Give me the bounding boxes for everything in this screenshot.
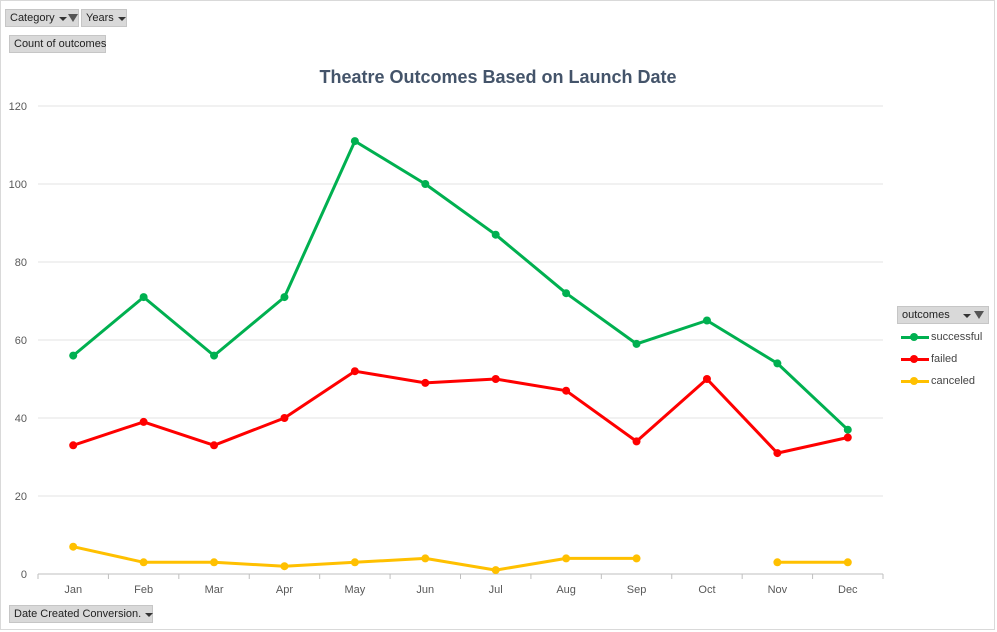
data-point-successful[interactable] [632,339,641,348]
legend-items: successful failed canceled [897,324,989,392]
legend-swatch [901,332,929,342]
data-point-canceled[interactable] [632,554,641,563]
data-point-failed[interactable] [491,375,500,383]
data-point-canceled[interactable] [491,566,500,575]
filter-icon [67,14,78,22]
data-point-failed[interactable] [773,449,782,458]
data-point-successful[interactable] [139,293,148,302]
data-point-successful[interactable] [843,425,852,434]
data-point-successful[interactable] [491,230,500,239]
series-line-failed [72,369,849,455]
filter-icon [974,311,984,319]
legend: outcomes successful failed canceled [897,306,989,392]
data-point-successful[interactable] [773,359,782,368]
axis-field-label: Date Created Conversion. [14,608,142,620]
data-point-successful[interactable] [562,289,571,298]
y-tick-label: 20 [15,491,27,503]
data-point-canceled[interactable] [350,558,359,567]
chevron-down-icon [145,613,154,617]
legend-item-failed[interactable]: failed [897,348,989,370]
data-point-successful[interactable] [280,293,289,302]
legend-label: failed [931,353,958,365]
data-point-canceled[interactable] [139,558,148,567]
x-tick-label: Jan [64,584,82,596]
data-point-successful[interactable] [69,351,78,360]
x-tick-label: Feb [134,584,153,596]
data-point-canceled[interactable] [843,558,852,567]
data-point-canceled[interactable] [421,554,430,563]
data-point-successful[interactable] [421,180,430,188]
chart-title: Theatre Outcomes Based on Launch Date [319,67,676,87]
data-point-failed[interactable] [843,433,852,442]
x-tick-label: Dec [838,584,858,596]
x-axis-ticks: Jan Feb Mar Apr May Jun Jul Aug Sep Oct Nov Dec [37,574,884,596]
series-canceled [69,542,852,575]
data-point-failed[interactable] [280,414,289,422]
chevron-down-icon [963,314,971,318]
legend-swatch [901,354,929,364]
y-tick-label: 80 [15,257,27,269]
series-line-successful [72,139,849,431]
value-field-label: Count of outcomes [14,38,107,50]
years-filter-button[interactable]: Years [81,9,127,27]
y-tick-label: 0 [21,569,27,581]
legend-swatch [901,376,929,386]
chevron-down-icon [117,17,126,21]
data-point-failed[interactable] [210,441,219,450]
data-point-canceled[interactable] [69,542,78,551]
x-tick-label: Jun [416,584,434,596]
axis-field-button[interactable]: Date Created Conversion. [9,605,154,623]
data-point-canceled[interactable] [280,562,289,571]
series-successful [69,137,852,434]
x-tick-label: Apr [276,584,293,596]
x-tick-label: Oct [698,584,715,596]
value-field-button[interactable]: Count of outcomes [9,35,106,53]
legend-header-label: outcomes [902,309,950,321]
data-point-canceled[interactable] [773,558,782,567]
series-lines [69,137,852,575]
category-filter-label: Category [10,12,55,24]
gridlines [38,105,883,575]
x-tick-label: Aug [556,584,576,596]
legend-label: successful [931,331,983,343]
y-tick-label: 100 [9,179,27,191]
data-point-failed[interactable] [702,375,711,383]
data-point-canceled[interactable] [210,558,219,567]
years-filter-label: Years [86,12,114,24]
x-tick-label: Jul [489,584,503,596]
y-tick-label: 40 [15,413,27,425]
legend-label: canceled [931,375,976,387]
x-tick-label: Mar [205,584,224,596]
legend-item-canceled[interactable]: canceled [897,370,989,392]
x-tick-label: Sep [627,584,647,596]
data-point-failed[interactable] [69,441,78,450]
y-axis-ticks: 0 20 40 60 80 100 120 [9,101,27,581]
data-point-successful[interactable] [350,137,359,146]
series-failed [69,367,852,458]
data-point-failed[interactable] [421,378,430,387]
data-point-failed[interactable] [632,437,641,446]
x-tick-label: May [344,584,365,596]
data-point-successful[interactable] [210,351,219,360]
y-tick-label: 120 [9,101,27,113]
data-point-canceled[interactable] [562,554,571,563]
data-point-failed[interactable] [350,367,359,376]
chevron-down-icon [58,17,67,21]
legend-filter-button[interactable]: outcomes [897,306,989,324]
data-point-successful[interactable] [702,316,711,325]
data-point-failed[interactable] [562,386,571,395]
data-point-failed[interactable] [139,417,148,426]
legend-item-successful[interactable]: successful [897,326,989,348]
category-filter-button[interactable]: Category [5,9,79,27]
x-tick-label: Nov [768,584,788,596]
y-tick-label: 60 [15,335,27,347]
